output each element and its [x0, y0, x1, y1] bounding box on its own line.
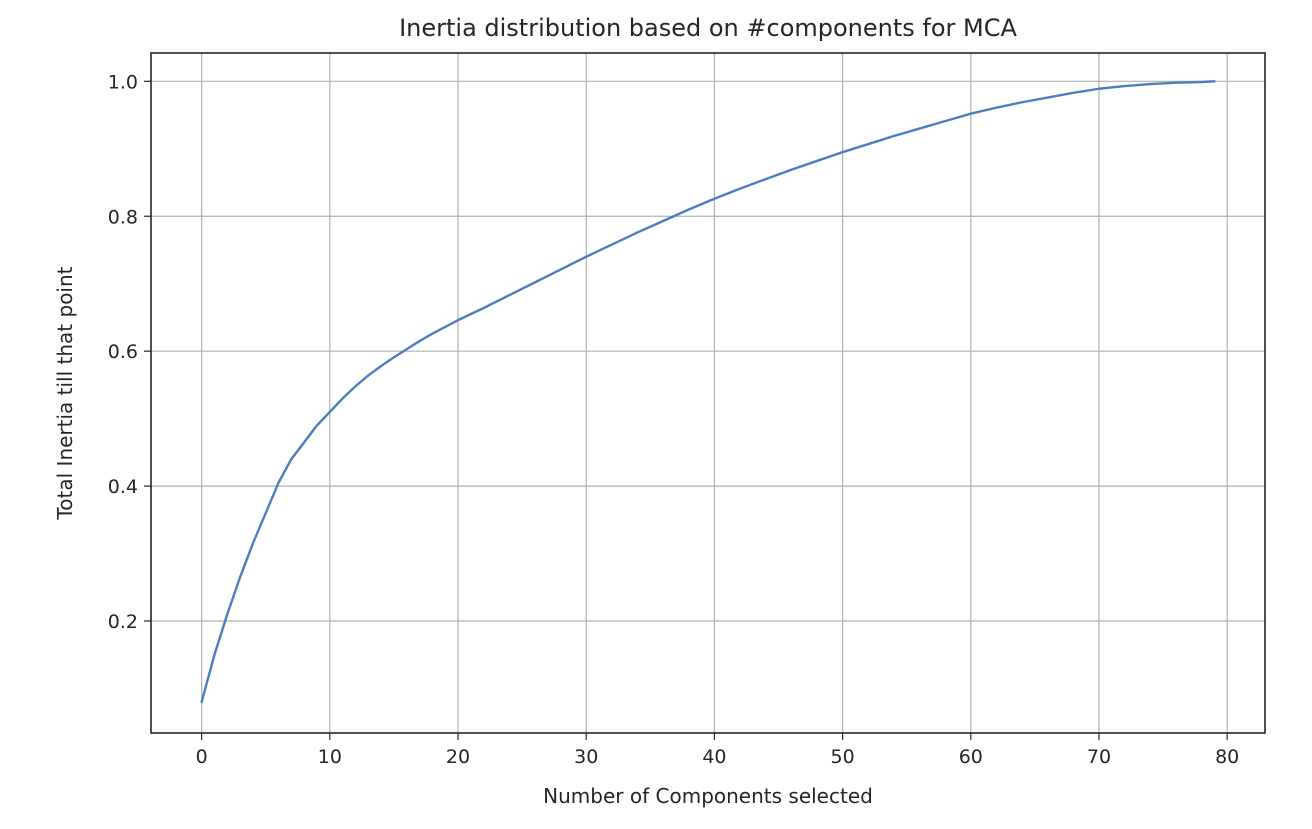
x-tick-label: 10 — [318, 746, 342, 768]
y-tick-label: 0.4 — [108, 476, 138, 498]
ticks: 0 10 20 30 40 50 60 70 80 0.2 0.4 0.6 0.8 1.0 — [108, 71, 1239, 768]
x-axis-label: Number of Components selected — [543, 784, 873, 808]
x-tick-label: 70 — [1087, 746, 1111, 768]
x-tick-label: 80 — [1215, 746, 1239, 768]
y-axis-label: Total Inertia till that point — [53, 266, 77, 520]
grid — [151, 53, 1265, 733]
x-tick-label: 20 — [446, 746, 470, 768]
series-line — [200, 80, 1216, 704]
plot-frame — [150, 52, 1266, 734]
chart-title: Inertia distribution based on #component… — [399, 14, 1017, 42]
x-tick-label: 60 — [959, 746, 983, 768]
y-tick-label: 0.2 — [108, 611, 138, 633]
x-tick-label: 40 — [702, 746, 726, 768]
x-tick-label: 30 — [574, 746, 598, 768]
x-tick-label: 0 — [196, 746, 208, 768]
y-tick-label: 0.6 — [108, 341, 138, 363]
x-tick-label: 50 — [831, 746, 855, 768]
series-layer — [200, 80, 1216, 704]
y-tick-label: 1.0 — [108, 71, 138, 93]
y-tick-label: 0.8 — [108, 206, 138, 228]
